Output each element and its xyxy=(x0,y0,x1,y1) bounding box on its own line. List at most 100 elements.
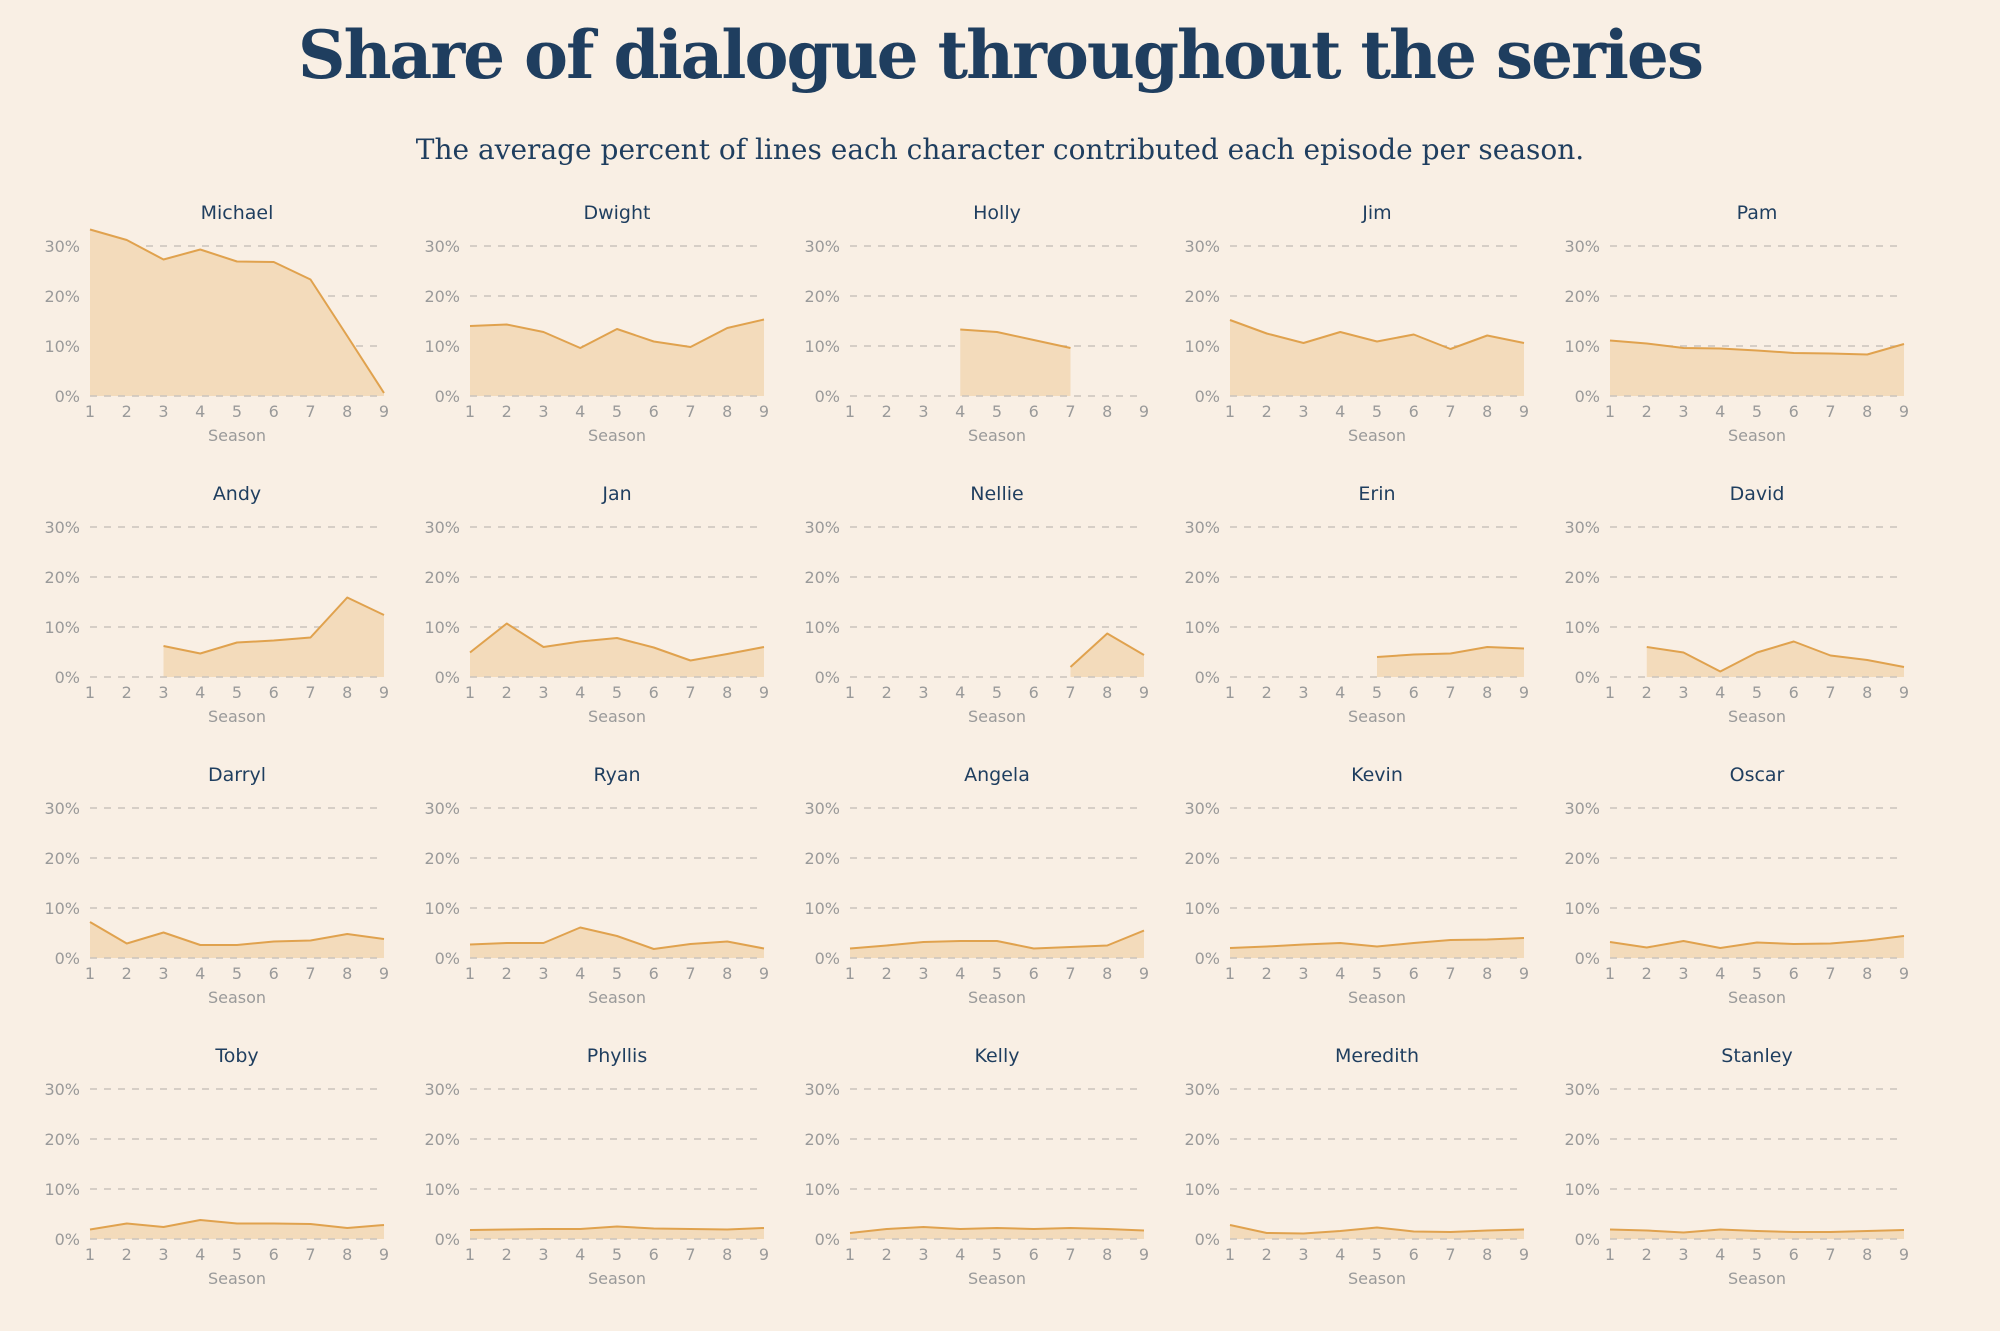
x-tick-label: 7 xyxy=(305,683,315,702)
x-tick-label: 5 xyxy=(612,1245,622,1264)
line-oscar xyxy=(1609,935,1905,949)
x-tick-label: 9 xyxy=(1139,683,1149,702)
x-tick-label: 2 xyxy=(122,1245,132,1264)
x-tick-label: 7 xyxy=(1065,1245,1075,1264)
x-tick-label: 6 xyxy=(1029,964,1039,983)
x-tick-label: 7 xyxy=(305,402,315,421)
y-tick-label: 20% xyxy=(1184,1130,1220,1149)
x-tick-label: 3 xyxy=(1678,964,1688,983)
x-tick-label: 1 xyxy=(465,402,475,421)
x-tick-label: 5 xyxy=(1752,1245,1762,1264)
x-tick-label: 4 xyxy=(195,683,205,702)
x-tick-label: 5 xyxy=(992,402,1002,421)
x-tick-label: 4 xyxy=(195,964,205,983)
panel-title-darryl: Darryl xyxy=(208,764,266,786)
x-tick-label: 5 xyxy=(1752,964,1762,983)
x-tick-label: 4 xyxy=(955,683,965,702)
line-kevin xyxy=(1229,937,1525,949)
x-tick-label: 2 xyxy=(1642,683,1652,702)
panel-title-jim: Jim xyxy=(1361,202,1391,224)
x-tick-label: 1 xyxy=(1225,964,1235,983)
x-tick-label: 3 xyxy=(1298,964,1308,983)
x-tick-label: 1 xyxy=(85,1245,95,1264)
x-tick-label: 2 xyxy=(882,1245,892,1264)
x-axis-label: Season xyxy=(588,988,646,1007)
x-tick-label: 6 xyxy=(1409,1245,1419,1264)
x-tick-label: 4 xyxy=(955,964,965,983)
y-tick-label: 10% xyxy=(1564,1180,1600,1199)
x-tick-label: 1 xyxy=(1605,683,1615,702)
area-michael xyxy=(90,229,384,396)
y-tick-label: 0% xyxy=(815,668,840,687)
x-tick-label: 5 xyxy=(612,683,622,702)
x-tick-label: 5 xyxy=(1372,964,1382,983)
area-stanley xyxy=(1610,1229,1904,1239)
x-tick-label: 6 xyxy=(1409,683,1419,702)
x-tick-label: 9 xyxy=(1899,402,1909,421)
line-pam xyxy=(1609,339,1905,356)
x-tick-label: 7 xyxy=(1825,964,1835,983)
x-tick-label: 6 xyxy=(1789,402,1799,421)
x-tick-label: 9 xyxy=(1139,402,1149,421)
x-tick-label: 7 xyxy=(1065,402,1075,421)
panel-title-toby: Toby xyxy=(214,1045,258,1067)
x-tick-label: 3 xyxy=(1678,683,1688,702)
panel-title-oscar: Oscar xyxy=(1730,764,1785,786)
x-axis-label: Season xyxy=(1728,1269,1786,1288)
x-tick-label: 3 xyxy=(538,1245,548,1264)
x-tick-label: 9 xyxy=(1139,964,1149,983)
x-tick-label: 1 xyxy=(845,402,855,421)
panel-title-erin: Erin xyxy=(1358,483,1395,505)
x-tick-label: 3 xyxy=(918,402,928,421)
x-tick-label: 2 xyxy=(502,683,512,702)
y-tick-label: 30% xyxy=(1184,518,1220,537)
x-tick-label: 8 xyxy=(342,683,352,702)
line-toby xyxy=(89,1219,385,1231)
line-nellie xyxy=(1069,632,1145,668)
x-axis-label: Season xyxy=(1348,988,1406,1007)
panel-title-nellie: Nellie xyxy=(970,483,1023,505)
x-tick-label: 9 xyxy=(1899,683,1909,702)
y-tick-label: 20% xyxy=(1564,287,1600,306)
x-tick-label: 6 xyxy=(1029,1245,1039,1264)
y-tick-label: 30% xyxy=(424,1080,460,1099)
y-tick-label: 30% xyxy=(44,518,80,537)
y-tick-label: 0% xyxy=(1195,668,1220,687)
x-tick-label: 5 xyxy=(992,964,1002,983)
y-tick-label: 0% xyxy=(1195,1230,1220,1249)
y-tick-label: 30% xyxy=(1184,799,1220,818)
y-tick-label: 10% xyxy=(44,618,80,637)
x-tick-label: 2 xyxy=(882,683,892,702)
x-tick-label: 2 xyxy=(1262,683,1272,702)
y-tick-label: 30% xyxy=(804,799,840,818)
x-tick-label: 5 xyxy=(1752,402,1762,421)
y-tick-label: 20% xyxy=(44,849,80,868)
x-tick-label: 8 xyxy=(722,402,732,421)
y-tick-label: 0% xyxy=(1575,949,1600,968)
x-tick-label: 3 xyxy=(918,964,928,983)
x-tick-label: 3 xyxy=(1298,1245,1308,1264)
y-tick-label: 0% xyxy=(435,387,460,406)
x-tick-label: 7 xyxy=(305,1245,315,1264)
x-tick-label: 1 xyxy=(1605,402,1615,421)
y-tick-label: 0% xyxy=(815,387,840,406)
area-holly xyxy=(960,329,1071,396)
y-tick-label: 10% xyxy=(44,1180,80,1199)
y-tick-label: 30% xyxy=(424,237,460,256)
x-tick-label: 8 xyxy=(1102,402,1112,421)
x-tick-label: 8 xyxy=(1102,964,1112,983)
y-tick-label: 20% xyxy=(424,1130,460,1149)
y-tick-label: 10% xyxy=(804,618,840,637)
x-tick-label: 6 xyxy=(1409,402,1419,421)
x-tick-label: 3 xyxy=(1678,1245,1688,1264)
x-tick-label: 3 xyxy=(538,402,548,421)
y-tick-label: 0% xyxy=(1575,387,1600,406)
y-tick-label: 0% xyxy=(55,387,80,406)
y-tick-label: 20% xyxy=(44,1130,80,1149)
x-axis-label: Season xyxy=(1728,426,1786,445)
x-tick-label: 2 xyxy=(1262,964,1272,983)
x-tick-label: 9 xyxy=(1899,964,1909,983)
line-andy xyxy=(163,596,385,655)
x-tick-label: 1 xyxy=(845,1245,855,1264)
y-tick-label: 0% xyxy=(55,1230,80,1249)
